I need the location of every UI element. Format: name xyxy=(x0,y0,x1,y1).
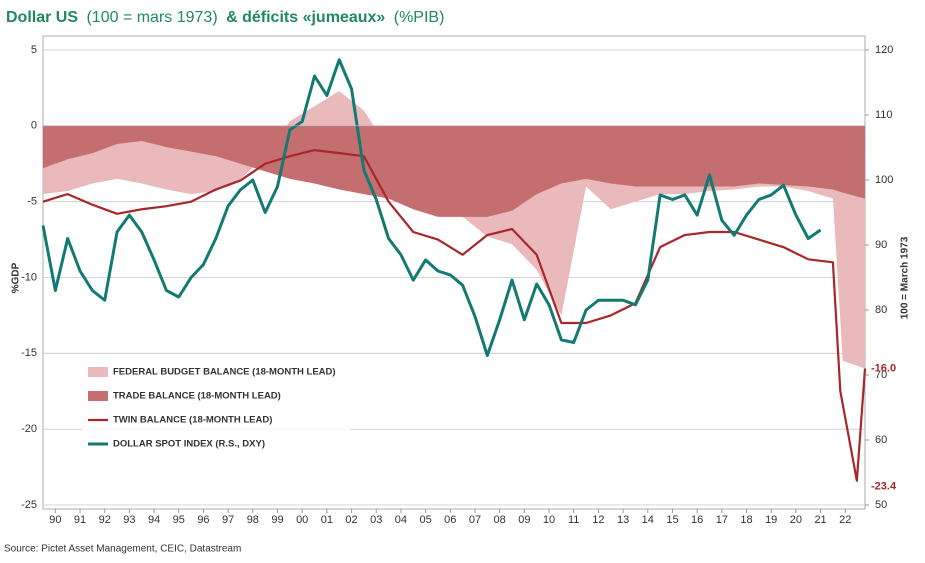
line xyxy=(42,149,867,482)
y2-axis-label: 100 = March 1973 xyxy=(900,236,911,319)
x-tick-label: 22 xyxy=(839,514,851,526)
area xyxy=(43,125,865,217)
x-tick-label: 00 xyxy=(296,514,308,526)
x-tick-label: 15 xyxy=(666,514,678,526)
y2-tick-label: 80 xyxy=(875,304,887,316)
legend-swatch xyxy=(88,367,108,377)
x-tick-label: 16 xyxy=(691,514,703,526)
x-tick-label: 12 xyxy=(592,514,604,526)
x-tick-label: 96 xyxy=(197,514,209,526)
x-tick-label: 18 xyxy=(740,514,752,526)
title-part: Dollar US xyxy=(6,9,78,26)
x-tick-label: 05 xyxy=(419,514,431,526)
y-tick-label: -10 xyxy=(21,271,37,283)
y2-tick-label: 120 xyxy=(875,44,893,56)
x-tick-label: 08 xyxy=(494,514,506,526)
legend-swatch xyxy=(88,391,108,401)
x-tick-label: 95 xyxy=(173,514,185,526)
legend-label: DOLLAR SPOT INDEX (R.S., DXY) xyxy=(113,439,265,450)
x-tick-label: 94 xyxy=(148,514,160,526)
y2-tick-label: 110 xyxy=(875,109,893,121)
x-tick-label: 21 xyxy=(814,514,826,526)
chart-title: Dollar US (100 = mars 1973) & déficits «… xyxy=(6,9,444,26)
x-tick-label: 97 xyxy=(222,514,234,526)
x-tick-label: 04 xyxy=(395,514,407,526)
y-tick-label: -15 xyxy=(21,347,37,359)
x-tick-label: 17 xyxy=(716,514,728,526)
x-tick-label: 14 xyxy=(642,514,654,526)
x-tick-label: 98 xyxy=(247,514,259,526)
title-part: (100 = mars 1973) xyxy=(86,9,217,26)
title-part: (%PIB) xyxy=(394,9,445,26)
x-tick-label: 03 xyxy=(370,514,382,526)
y-tick-label: -20 xyxy=(21,423,37,435)
y2-tick-label: 90 xyxy=(875,239,887,251)
x-tick-label: 09 xyxy=(518,514,530,526)
x-tick-label: 06 xyxy=(444,514,456,526)
x-tick-label: 02 xyxy=(345,514,357,526)
y-tick-label: -5 xyxy=(27,196,37,208)
data-label: -23.4 xyxy=(871,481,897,493)
y-tick-label: -25 xyxy=(21,499,37,511)
y-tick-label: 0 xyxy=(31,120,37,132)
legend-label: TRADE BALANCE (18-MONTH LEAD) xyxy=(113,391,281,402)
x-tick-label: 19 xyxy=(765,514,777,526)
y2-tick-label: 70 xyxy=(875,369,887,381)
x-tick-label: 10 xyxy=(543,514,555,526)
data-label: -16.0 xyxy=(871,362,896,374)
title-part: & déficits «jumeaux» xyxy=(226,9,385,26)
x-tick-label: 91 xyxy=(74,514,86,526)
x-tick-label: 01 xyxy=(321,514,333,526)
y2-tick-label: 60 xyxy=(875,434,887,446)
x-tick-label: 20 xyxy=(790,514,802,526)
y-tick-label: 5 xyxy=(31,44,37,56)
y-axis-label: %GDP xyxy=(11,262,22,293)
x-tick-label: 11 xyxy=(568,514,579,526)
line xyxy=(41,58,822,357)
x-tick-label: 99 xyxy=(271,514,283,526)
source-note: Source: Pictet Asset Management, CEIC, D… xyxy=(4,544,241,555)
x-tick-label: 90 xyxy=(49,514,61,526)
x-tick-label: 13 xyxy=(617,514,629,526)
x-tick-label: 93 xyxy=(123,514,135,526)
y2-tick-label: 50 xyxy=(875,499,887,511)
legend: FEDERAL BUDGET BALANCE (18-MONTH LEAD) TR… xyxy=(82,360,350,456)
legend-label: FEDERAL BUDGET BALANCE (18-MONTH LEAD) xyxy=(113,367,336,378)
x-tick-label: 07 xyxy=(469,514,481,526)
legend-label: TWIN BALANCE (18-MONTH LEAD) xyxy=(113,415,272,426)
y2-tick-label: 100 xyxy=(875,174,893,186)
legend-box xyxy=(82,360,350,456)
x-tick-label: 92 xyxy=(99,514,111,526)
